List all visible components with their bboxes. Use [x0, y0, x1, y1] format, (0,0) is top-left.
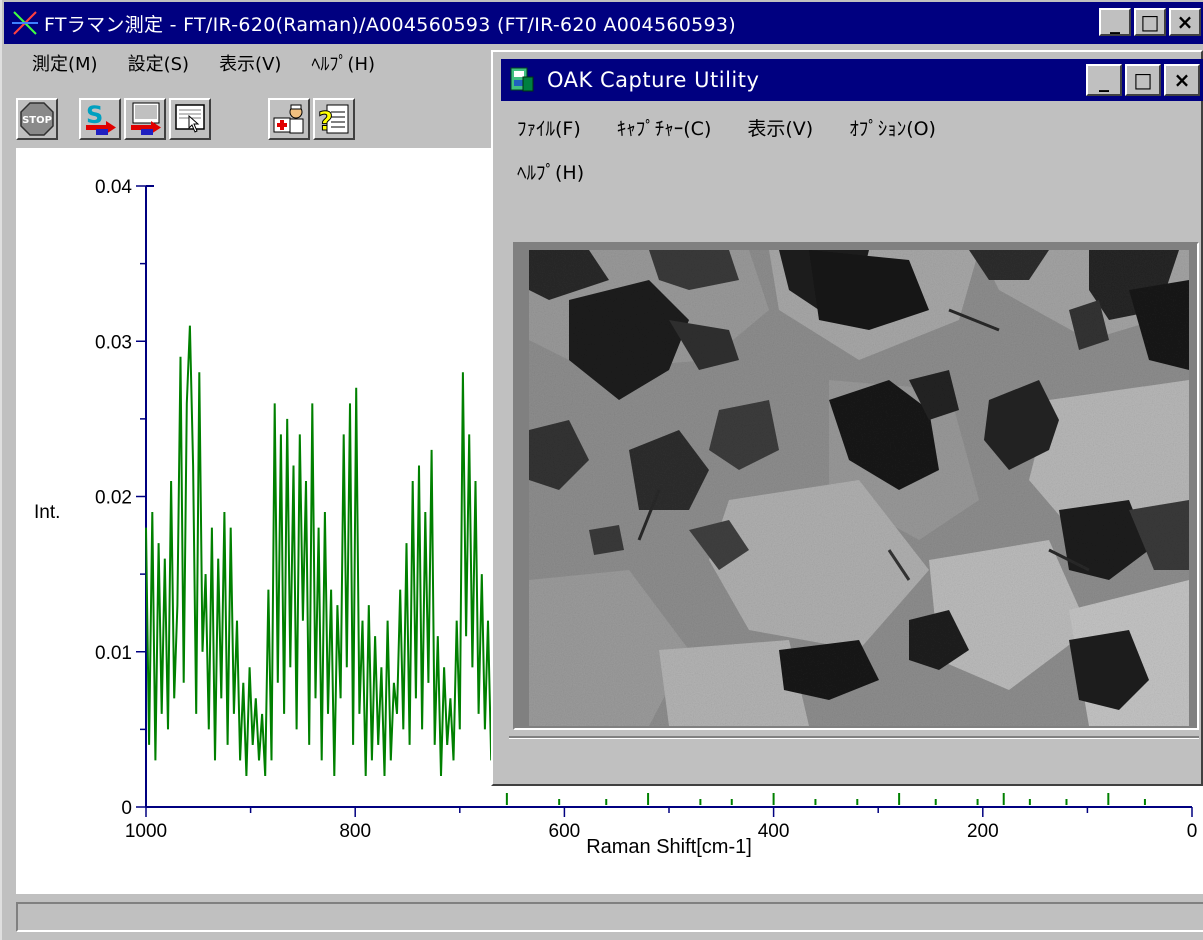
sample-measure-button[interactable]: S	[79, 98, 121, 140]
spectrum-series-line	[145, 325, 496, 777]
oak-menu-bar-row2: ﾍﾙﾌﾟ(H)	[517, 158, 614, 185]
raman-spectrum-chart: 0 0.01 0.02 0.03 0.04 1000 800 600 400 200 0 Int.…	[34, 177, 1198, 858]
y-tick-label: 0.02	[95, 488, 132, 509]
stop-icon: STOP	[20, 102, 54, 136]
menu-view[interactable]: 表示(V)	[219, 54, 282, 75]
help-icon: ?	[318, 104, 349, 136]
svg-text:S: S	[86, 101, 103, 129]
x-tick-label: 400	[758, 821, 790, 842]
x-axis-label: Raman Shift[cm-1]	[586, 836, 752, 858]
help-button[interactable]: ?	[313, 98, 355, 140]
y-tick-label: 0.01	[95, 643, 132, 664]
y-axis-label: Int.	[34, 502, 60, 523]
background-measure-button[interactable]	[124, 98, 166, 140]
main-title-bar[interactable]: FTラマン測定 - FT/IR-620(Raman)/A004560593 (F…	[4, 2, 1203, 44]
x-tick-label: 800	[339, 821, 371, 842]
diagnosis-icon	[273, 104, 304, 134]
monitor-icon	[175, 104, 205, 133]
oak-title-bar[interactable]: OAK Capture Utility _ □ ×	[501, 59, 1203, 101]
main-toolbar: STOP S	[16, 98, 358, 140]
main-minimize-button[interactable]: _	[1099, 8, 1131, 36]
oak-divider	[509, 736, 1199, 739]
svg-text:?: ?	[318, 107, 333, 136]
diagnosis-button[interactable]	[268, 98, 310, 140]
menu-settings[interactable]: 設定(S)	[127, 54, 190, 75]
menu-help[interactable]: ﾍﾙﾌﾟ(H)	[311, 54, 376, 75]
y-tick-label: 0	[121, 798, 132, 819]
monitor-button[interactable]	[169, 98, 211, 140]
stop-label: STOP	[22, 115, 52, 126]
oak-app-icon	[510, 67, 534, 92]
main-maximize-button[interactable]: □	[1134, 8, 1166, 36]
y-tick-label: 0.04	[95, 177, 132, 198]
microscope-capture-image	[529, 250, 1189, 726]
x-tick-label: 0	[1187, 821, 1198, 842]
oak-menu-view[interactable]: 表示(V)	[747, 118, 814, 140]
oak-close-button[interactable]: ×	[1164, 64, 1200, 96]
oak-menu-help[interactable]: ﾍﾙﾌﾟ(H)	[517, 162, 585, 184]
x-tick-label: 600	[549, 821, 581, 842]
y-tick-label: 0.03	[95, 332, 132, 353]
oak-menu-file[interactable]: ﾌｧｲﾙ(F)	[517, 118, 581, 140]
x-tick-label: 200	[967, 821, 999, 842]
oak-capture-window: OAK Capture Utility _ □ × ﾌｧｲﾙ(F) ｷｬﾌﾟﾁｬ…	[491, 50, 1203, 786]
main-window-title: FTラマン測定 - FT/IR-620(Raman)/A004560593 (F…	[44, 13, 736, 36]
main-menu-bar: 測定(M) 設定(S) 表示(V) ﾍﾙﾌﾟ(H)	[32, 50, 405, 76]
oak-window-title: OAK Capture Utility	[547, 68, 760, 92]
oak-menu-capture[interactable]: ｷｬﾌﾟﾁｬｰ(C)	[616, 118, 712, 140]
stop-button[interactable]: STOP	[16, 98, 58, 140]
oak-menu-bar: ﾌｧｲﾙ(F) ｷｬﾌﾟﾁｬｰ(C) 表示(V) ｵﾌﾟｼｮﾝ(O)	[517, 114, 972, 141]
status-bar	[16, 902, 1203, 932]
x-tick-label: 1000	[125, 821, 167, 842]
raman-app-icon	[12, 11, 38, 35]
main-close-button[interactable]: ×	[1169, 8, 1201, 36]
oak-maximize-button[interactable]: □	[1125, 64, 1161, 96]
menu-measure[interactable]: 測定(M)	[32, 54, 98, 75]
capture-image-frame	[513, 242, 1199, 730]
background-measure-icon	[131, 102, 161, 135]
oak-menu-options[interactable]: ｵﾌﾟｼｮﾝ(O)	[849, 118, 936, 140]
sample-measure-icon: S	[86, 101, 116, 135]
oak-minimize-button[interactable]: _	[1086, 64, 1122, 96]
